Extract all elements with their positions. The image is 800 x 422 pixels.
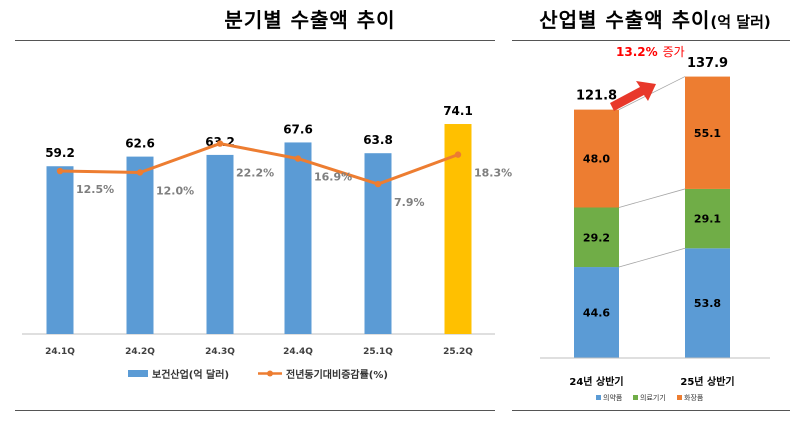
x-tick-label: 24년 상반기 (569, 375, 623, 388)
legend-label-line: 전년동기대비증감률(%) (286, 368, 388, 381)
stack-value-label: 48.0 (583, 153, 610, 166)
stack-value-label: 29.1 (694, 213, 721, 226)
segment-connector-line (618, 247, 686, 268)
growth-point-24.2Q (136, 169, 144, 176)
legend-swatch-의료기기 (633, 395, 638, 400)
stack-value-label: 55.1 (694, 127, 721, 140)
stack-total-label: 137.9 (687, 56, 728, 71)
growth-value-label: 7.9% (394, 196, 425, 209)
growth-annotation-value: 13.2% (616, 45, 658, 59)
x-tick-label: 24.2Q (125, 347, 155, 357)
stack-의약품-24년 상반기 (574, 267, 619, 358)
x-tick-label: 24.1Q (45, 347, 75, 357)
bar-24.3Q (206, 154, 234, 334)
x-tick-label: 24.4Q (283, 347, 313, 357)
legend-swatch-의약품 (596, 395, 601, 400)
growth-point-24.4Q (294, 155, 302, 162)
growth-point-25.1Q (374, 180, 382, 188)
segment-connector-line (618, 188, 686, 208)
growth-line (59, 142, 459, 186)
x-tick-label: 25.2Q (443, 347, 473, 357)
right-bottom-rule (512, 410, 790, 411)
growth-point-25.2Q (454, 151, 462, 158)
bar-value-label: 63.8 (363, 133, 393, 147)
left-chart-title: 분기별 수출액 추이 (224, 8, 396, 32)
bar-value-label: 67.6 (283, 122, 313, 136)
segment-connector-line (618, 76, 686, 110)
right-title-underline (512, 40, 790, 41)
legend-label-의약품: 의약품 (603, 393, 623, 402)
legend-marker-line (267, 370, 273, 377)
x-tick-label: 24.3Q (205, 347, 235, 357)
bar-24.2Q (126, 156, 154, 334)
right-chart-title-main: 산업별 수출액 추이 (539, 8, 711, 32)
legend-swatch-bar (128, 370, 148, 377)
stack-value-label: 53.8 (694, 297, 721, 310)
right-chart-title: 산업별 수출액 추이(억 달러) (520, 4, 790, 33)
x-tick-label: 25년 상반기 (680, 375, 734, 388)
growth-point-24.3Q (216, 140, 224, 147)
stack-value-label: 29.2 (583, 231, 610, 244)
bar-24.1Q (46, 166, 74, 334)
growth-value-label: 16.9% (314, 171, 352, 184)
stack-total-label: 121.8 (576, 89, 617, 104)
bar-value-label: 74.1 (443, 104, 473, 118)
stack-의료기기-24년 상반기 (574, 207, 619, 268)
right-chart-title-unit: (억 달러) (710, 13, 771, 31)
stack-value-label: 44.6 (583, 307, 610, 320)
stack-화장품-24년 상반기 (574, 109, 619, 208)
bar-value-label: 59.2 (45, 146, 75, 160)
left-title-underline (15, 40, 495, 41)
stack-화장품-25년 상반기 (685, 76, 730, 189)
bar-24.4Q (284, 142, 312, 334)
legend-label-bar: 보건산업(억 달러) (152, 368, 229, 381)
growth-value-label: 12.5% (76, 183, 114, 196)
left-bottom-rule (15, 410, 495, 411)
stack-의료기기-25년 상반기 (685, 188, 730, 249)
legend-swatch-화장품 (677, 395, 682, 400)
increase-arrow-icon (610, 81, 656, 111)
x-tick-label: 25.1Q (363, 347, 393, 357)
growth-annotation-text: 증가 (663, 45, 685, 59)
legend-label-화장품: 화장품 (684, 393, 704, 402)
growth-annotation: 13.2% 증가 (616, 45, 685, 59)
growth-value-label: 22.2% (236, 167, 274, 180)
stack-의약품-25년 상반기 (685, 248, 730, 358)
growth-point-24.1Q (56, 167, 64, 175)
bar-value-label: 62.6 (125, 137, 155, 151)
growth-value-label: 12.0% (156, 184, 194, 197)
growth-value-label: 18.3% (474, 167, 512, 180)
legend-label-의료기기: 의료기기 (640, 393, 666, 402)
